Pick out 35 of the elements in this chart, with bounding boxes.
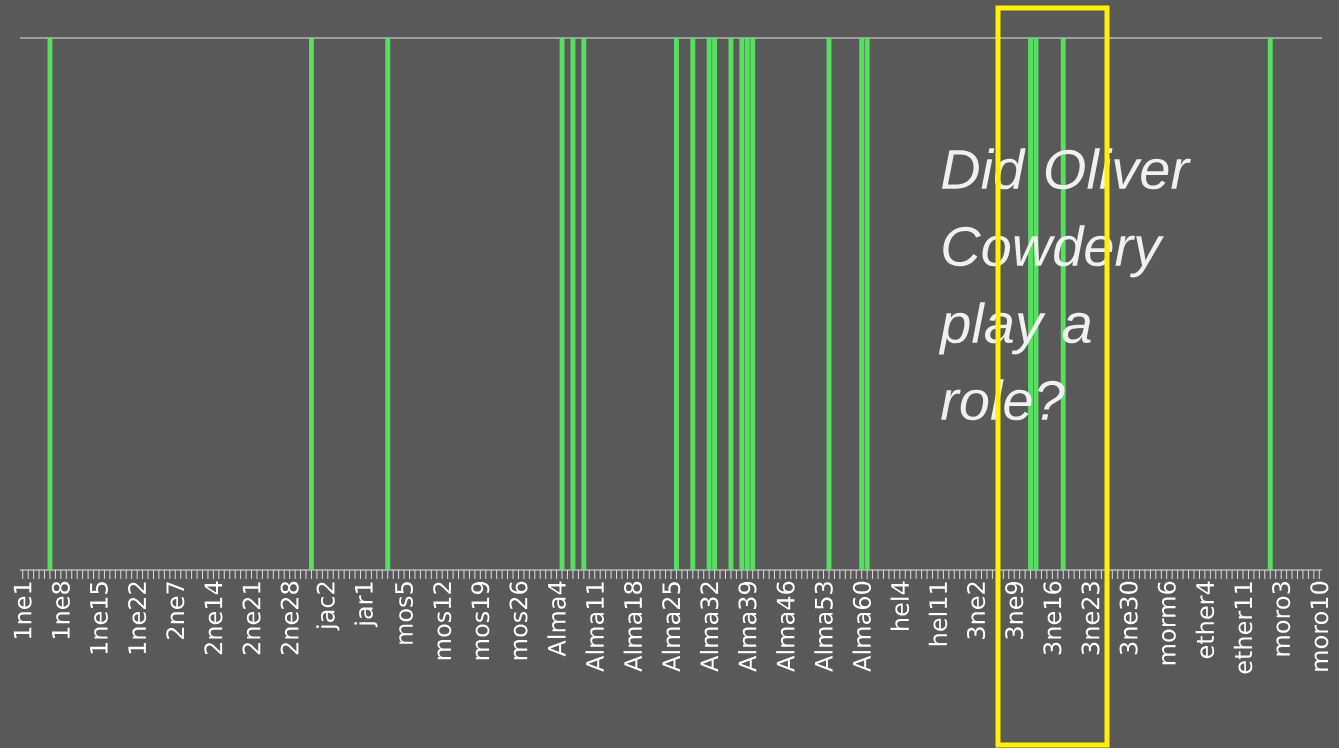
x-tick-label: 1ne15 bbox=[90, 582, 108, 654]
x-tick-label: 3ne23 bbox=[1081, 582, 1100, 655]
x-tick-label: Alma18 bbox=[623, 581, 643, 672]
x-tick-label: mos26 bbox=[509, 581, 528, 660]
x-tick-label: Alma53 bbox=[814, 582, 833, 672]
x-tick-label: 2ne7 bbox=[166, 582, 185, 639]
x-tick-label: Alma32 bbox=[699, 582, 719, 672]
x-tick-label: Alma4 bbox=[547, 581, 566, 657]
x-tick-label: mos5 bbox=[395, 582, 413, 644]
x-tick-label: ether11 bbox=[1233, 582, 1253, 674]
x-tick-label: morm6 bbox=[1157, 581, 1176, 665]
x-tick-label: hel4 bbox=[890, 581, 910, 630]
x-tick-label: Alma39 bbox=[738, 581, 757, 672]
x-tick-label: 1ne22 bbox=[128, 582, 147, 654]
x-tick-label: 3ne2 bbox=[967, 582, 986, 639]
x-tick-label: moro3 bbox=[1272, 582, 1291, 656]
x-tick-label: moro10 bbox=[1310, 581, 1329, 671]
x-tick-label: 3ne16 bbox=[1043, 581, 1062, 655]
x-tick-label: 1ne1 bbox=[13, 582, 32, 639]
x-tick-label: 2ne14 bbox=[204, 581, 223, 655]
x-tick-label: Alma11 bbox=[585, 582, 605, 672]
x-tick-label: 3ne30 bbox=[1119, 581, 1138, 655]
x-tick-label: jac2 bbox=[316, 582, 340, 631]
x-tick-label: hel11 bbox=[928, 582, 948, 646]
x-tick-label: mos19 bbox=[471, 581, 490, 660]
x-tick-label: 1ne8 bbox=[51, 581, 70, 639]
x-tick-label: 3ne9 bbox=[1005, 581, 1024, 639]
x-tick-label: mos12 bbox=[433, 582, 452, 660]
x-tick-label: ether4 bbox=[1195, 581, 1215, 659]
x-tick-label: 2ne28 bbox=[280, 581, 299, 655]
x-tick-label: Alma60 bbox=[852, 581, 871, 672]
x-tick-label: Alma46 bbox=[776, 581, 795, 672]
x-tick-label: jar1 bbox=[354, 582, 378, 628]
x-tick-label: Alma25 bbox=[661, 582, 681, 672]
x-tick-label: 2ne21 bbox=[242, 582, 261, 655]
